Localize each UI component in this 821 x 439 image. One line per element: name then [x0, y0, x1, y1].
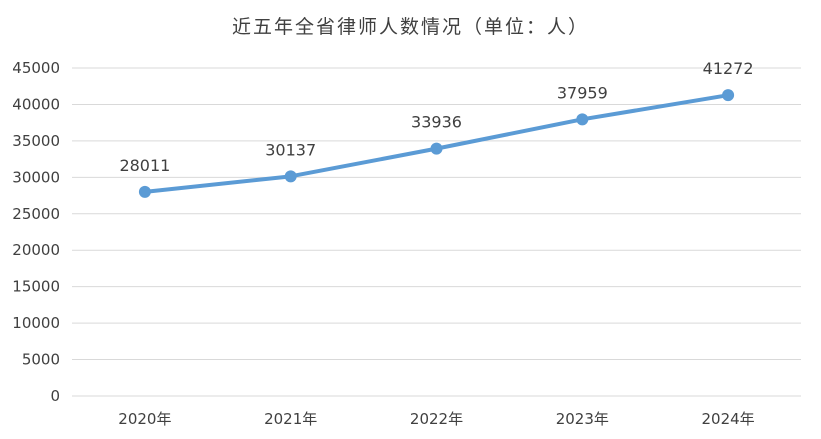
gridlines — [72, 67, 801, 397]
y-tick-label: 30000 — [12, 168, 60, 186]
chart-title: 近五年全省律师人数情况（单位：人） — [231, 16, 589, 38]
data-label: 30137 — [265, 140, 316, 159]
series — [138, 89, 735, 198]
x-tick-label: 2021年 — [264, 410, 317, 428]
data-label: 33936 — [411, 113, 462, 132]
y-tick-label: 15000 — [12, 278, 60, 296]
data-labels: 28011 30137 33936 37959 41272 — [119, 59, 753, 175]
x-tick-label: 2024年 — [702, 410, 755, 428]
x-tick-label: 2022年 — [410, 410, 463, 428]
data-point — [430, 142, 443, 155]
data-label: 28011 — [119, 156, 170, 175]
data-point — [576, 113, 589, 126]
y-axis: 0 5000 10000 15000 20000 25000 30000 35000 40000… — [12, 59, 60, 405]
y-tick-label: 45000 — [12, 59, 60, 77]
x-axis: 2020年 2021年 2022年 2023年 2024年 — [118, 410, 754, 428]
y-tick-label: 20000 — [12, 241, 60, 259]
y-tick-label: 10000 — [12, 314, 60, 332]
data-point — [722, 89, 735, 102]
y-tick-label: 25000 — [12, 205, 60, 223]
y-tick-label: 35000 — [12, 132, 60, 150]
y-tick-label: 40000 — [12, 95, 60, 113]
y-tick-label: 0 — [50, 387, 60, 405]
data-point — [284, 170, 297, 183]
x-tick-label: 2020年 — [118, 410, 171, 428]
x-tick-label: 2023年 — [556, 410, 609, 428]
y-tick-label: 5000 — [22, 351, 60, 369]
data-point — [138, 185, 151, 198]
data-label: 41272 — [703, 59, 754, 78]
data-label: 37959 — [557, 83, 608, 102]
